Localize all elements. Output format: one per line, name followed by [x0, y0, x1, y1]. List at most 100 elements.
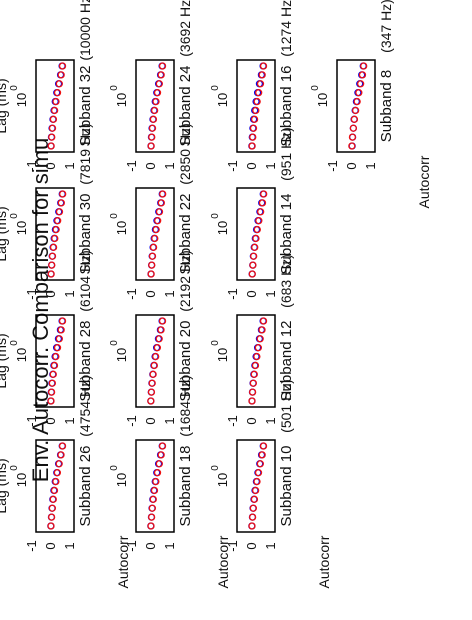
subplot-freq-label: (2850 Hz)	[177, 123, 193, 184]
data-point-red	[258, 71, 266, 79]
data-point-red	[57, 71, 65, 79]
data-point-red	[57, 451, 65, 459]
data-point-red	[48, 133, 56, 141]
data-point-red	[58, 317, 67, 325]
data-point-red	[258, 199, 267, 207]
ytick-label: 1	[263, 542, 278, 549]
data-point-red	[52, 97, 60, 106]
data-point-red	[259, 317, 268, 325]
plot-axes-box	[236, 187, 276, 281]
ytick-label: 0	[43, 542, 58, 549]
data-point-red	[258, 451, 266, 459]
xtick-exponent: 0	[109, 340, 120, 346]
ytick-label: 1	[263, 290, 278, 297]
plot-axes-box	[336, 59, 376, 153]
data-point-red	[254, 469, 263, 477]
xtick-label: 10	[114, 473, 129, 487]
ytick-label: 1	[162, 290, 177, 297]
data-point-red	[250, 495, 259, 503]
xtick-label: 10	[14, 473, 29, 487]
data-point-red	[148, 261, 156, 269]
data-point-red	[158, 442, 167, 450]
data-point-red	[52, 225, 60, 234]
subplot-freq-label: (2192 Hz)	[177, 250, 193, 311]
subplot-title: Subband 26	[77, 446, 94, 527]
subplot-title: Subband 18	[177, 446, 194, 527]
data-point-red	[50, 106, 59, 115]
data-point-red	[255, 217, 263, 225]
data-point-red	[54, 217, 62, 225]
y-axis-label: Autocorr	[416, 155, 432, 208]
data-point-red	[52, 477, 60, 486]
ytick-label: 1	[363, 162, 378, 169]
data-point-red	[249, 379, 258, 387]
data-point-red	[157, 326, 165, 334]
data-point-red	[259, 62, 268, 70]
data-point-red	[50, 361, 59, 370]
data-point-red	[53, 469, 62, 477]
subplot-title: Subband 20	[177, 321, 194, 402]
xtick-label: 10	[215, 473, 230, 487]
data-point-red	[152, 352, 160, 361]
plot-axes-box	[236, 439, 276, 533]
xtick-exponent: 0	[9, 85, 20, 91]
data-point-red	[147, 142, 155, 150]
data-point-red	[150, 106, 159, 115]
xtick-label: 10	[315, 93, 330, 107]
ytick-label: 1	[162, 162, 177, 169]
data-point-red	[353, 97, 361, 106]
ytick-label: -1	[124, 540, 139, 552]
ytick-label: 0	[244, 162, 259, 169]
xtick-label: 10	[14, 93, 29, 107]
ytick-label: -1	[124, 288, 139, 300]
subplot-freq-label: (683 Hz)	[278, 254, 294, 308]
data-point-red	[254, 344, 263, 352]
subplot-title: Subband 12	[278, 321, 295, 402]
data-point-red	[358, 71, 367, 79]
y-axis-label: Autocorr	[115, 535, 131, 588]
data-point-red	[50, 486, 59, 495]
data-point-red	[253, 352, 261, 361]
subplot-title: Subband 10	[278, 446, 295, 527]
data-point-red	[152, 97, 160, 106]
data-point-red	[148, 252, 157, 260]
data-point-red	[249, 133, 257, 141]
subplot-freq-label: (10000 Hz)	[77, 0, 93, 61]
ytick-label: 1	[263, 417, 278, 424]
subplot-freq-label: (501 Hz)	[278, 379, 294, 433]
data-point-red	[250, 115, 259, 123]
data-point-red	[349, 124, 358, 132]
data-point-red	[149, 495, 157, 503]
data-point-red	[152, 225, 160, 234]
plot-axes-box	[35, 187, 75, 281]
ytick-label: 1	[162, 542, 177, 549]
xtick-label: 10	[114, 348, 129, 362]
xtick-label: 10	[215, 221, 230, 235]
ytick-label: 1	[263, 162, 278, 169]
data-point-red	[357, 80, 365, 88]
data-point-red	[150, 486, 159, 495]
ytick-label: 0	[244, 542, 259, 549]
subplot-freq-label: (1274 Hz)	[278, 0, 294, 57]
data-point-red	[248, 142, 256, 150]
plot-axes-box	[236, 59, 276, 153]
xtick-exponent: 0	[9, 340, 20, 346]
data-point-red	[51, 234, 59, 243]
data-point-red	[59, 190, 67, 198]
subplot-freq-label: (347 Hz)	[378, 0, 394, 53]
xtick-label: 10	[14, 221, 29, 235]
x-axis-label: Lag (ms)	[0, 333, 9, 388]
ytick-label: -1	[124, 160, 139, 172]
data-point-red	[154, 217, 162, 225]
y-axis-label: Autocorr	[316, 535, 332, 588]
ytick-label: -1	[225, 160, 240, 172]
data-point-red	[152, 477, 160, 486]
xtick-exponent: 0	[109, 213, 120, 219]
ytick-label: -1	[225, 415, 240, 427]
plot-axes-box	[135, 59, 175, 153]
xtick-exponent: 0	[310, 85, 321, 91]
